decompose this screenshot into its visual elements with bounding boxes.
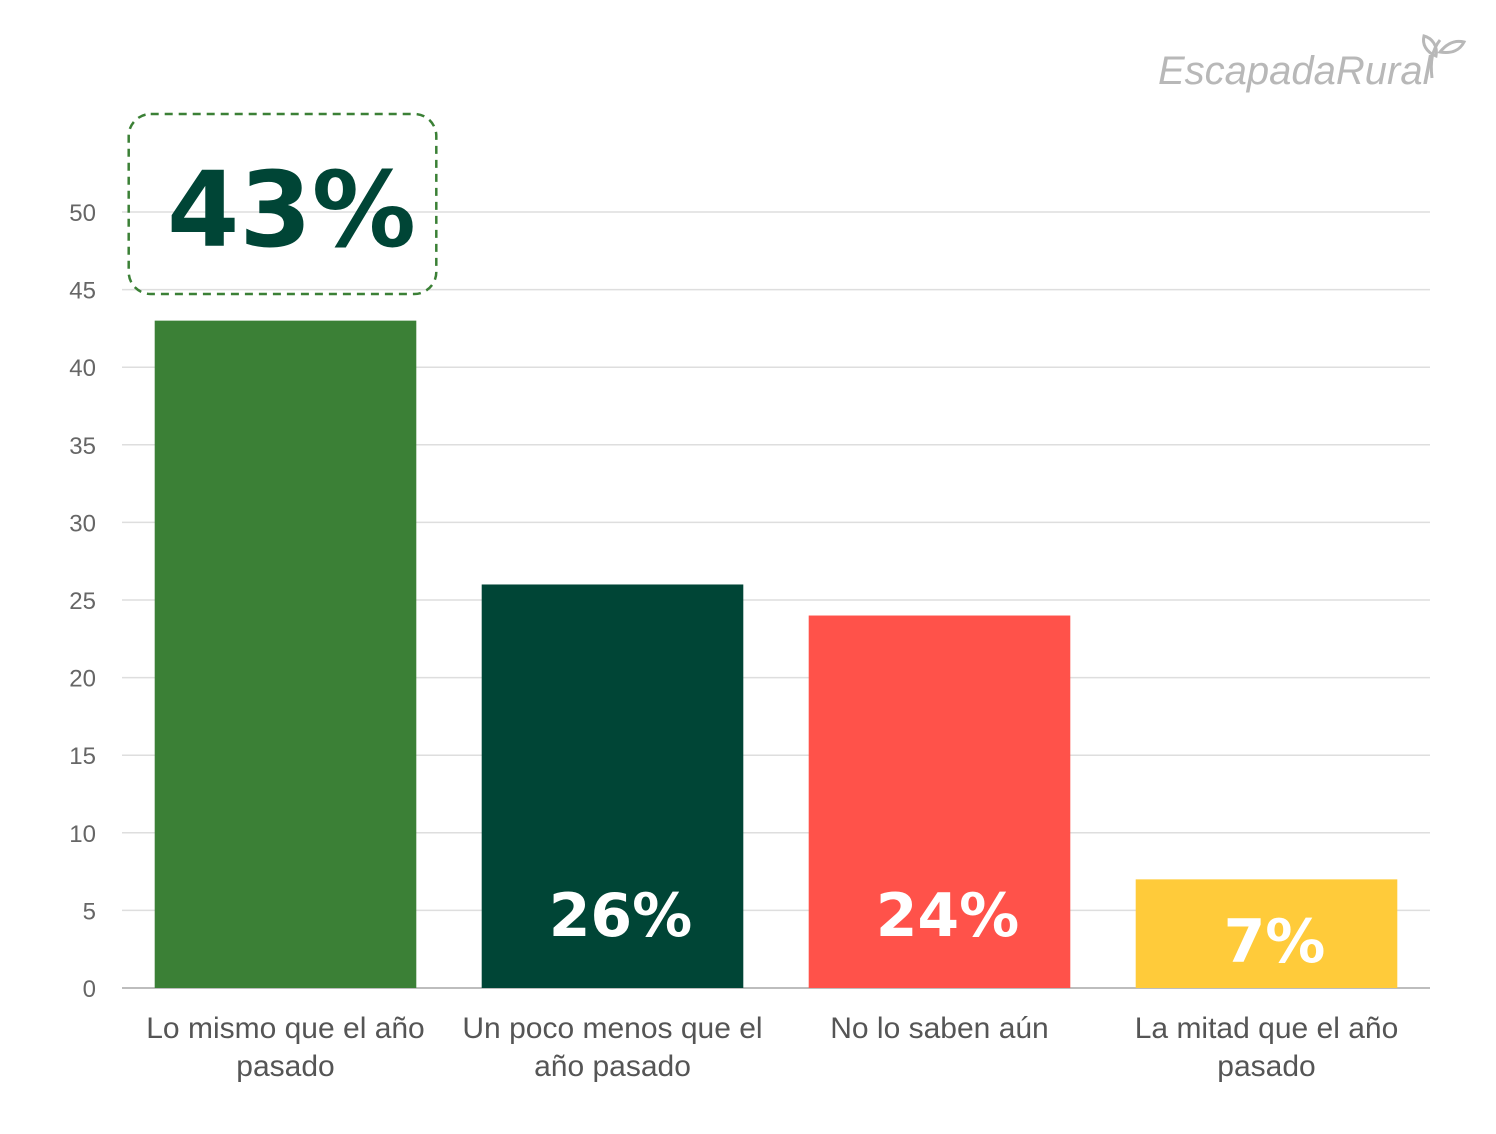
y-tick-label: 0 (83, 976, 96, 1003)
escapadarural-logo: EscapadaRural (1158, 34, 1467, 93)
y-tick-label: 35 (69, 433, 96, 460)
data-label: 26% (549, 881, 693, 951)
bar (481, 584, 744, 988)
y-tick-label: 20 (69, 666, 96, 693)
category-label: No lo saben aún (830, 1012, 1049, 1045)
y-tick-label: 45 (69, 278, 96, 305)
data-labels: 43% 26% 24% 7% (127, 112, 1326, 977)
category-labels: Lo mismo que el año pasado Un poco menos q… (146, 1012, 1398, 1083)
category-label: Un poco menos que el año pasado (462, 1012, 762, 1083)
y-tick-label: 15 (69, 743, 96, 770)
bar (154, 320, 417, 988)
bar (1135, 879, 1398, 988)
data-label: 43% (167, 149, 416, 271)
y-axis-ticks: 0 5 10 15 20 25 30 35 40 45 50 (69, 200, 96, 1003)
bars (154, 320, 1398, 988)
y-tick-label: 10 (69, 821, 96, 848)
y-tick-label: 5 (83, 898, 96, 925)
bar (808, 615, 1071, 988)
logo-text: EscapadaRural (1158, 49, 1433, 93)
data-label: 7% (1224, 907, 1326, 977)
y-tick-label: 40 (69, 355, 96, 382)
highlight-box (127, 112, 438, 296)
data-label: 24% (876, 881, 1020, 951)
category-label: La mitad que el año pasado (1135, 1012, 1399, 1083)
y-tick-label: 25 (69, 588, 96, 615)
category-label: Lo mismo que el año pasado (146, 1012, 425, 1083)
y-tick-label: 30 (69, 510, 96, 537)
leaf-icon (1422, 34, 1467, 79)
y-tick-label: 50 (69, 200, 96, 227)
